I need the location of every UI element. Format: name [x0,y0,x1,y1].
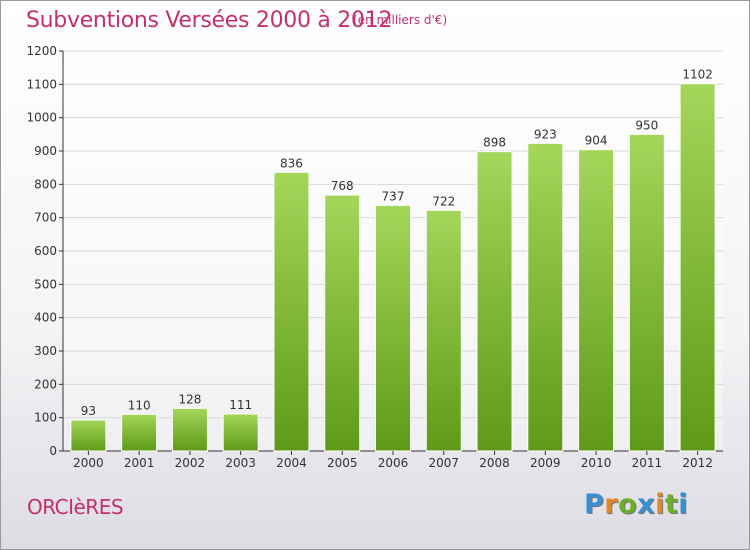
bar-value-label: 836 [280,156,303,170]
bar-value-label: 1102 [682,68,713,82]
bar-value-label: 923 [534,127,557,141]
x-tick-label: 2002 [175,456,206,470]
x-tick-label: 2006 [378,456,409,470]
x-tick-label: 2010 [581,456,612,470]
y-tick-label: 600 [34,244,57,258]
bar-value-label: 768 [331,179,354,193]
y-tick-label: 300 [34,344,57,358]
logo-letter: i [678,489,689,520]
y-tick-label: 500 [34,277,57,291]
bar [628,133,665,452]
x-tick-label: 2005 [327,456,358,470]
bar [679,83,716,452]
bar-value-label: 111 [229,398,252,412]
bar [222,413,259,452]
y-tick-label: 800 [34,177,57,191]
bar-value-label: 128 [178,392,201,406]
bar-value-label: 898 [483,136,506,150]
logo-letter: t [664,489,679,520]
x-tick-label: 2000 [73,456,104,470]
logo-letter: i [655,489,665,520]
chart-title: Subventions Versées 2000 à 2012 [26,8,393,33]
proxiti-logo: Proxiti [584,489,688,520]
bar-value-label: 722 [432,194,455,208]
logo-letter: P [584,489,605,520]
bar [375,204,411,452]
x-tick-label: 2008 [479,456,510,470]
x-tick-label: 2003 [225,456,256,470]
chart-subtitle: (en milliers d'€) [353,13,448,27]
bar [70,419,107,452]
bar-value-label: 950 [635,118,658,132]
bar [527,142,564,452]
bar [578,149,615,452]
bar [171,407,208,452]
bar [425,209,462,452]
y-tick-label: 400 [34,311,57,325]
x-tick-label: 2012 [682,456,713,470]
bar [273,171,310,452]
y-tick-label: 700 [34,211,57,225]
bar [121,413,158,452]
logo-letter: x [637,489,656,520]
x-tick-label: 2011 [632,456,663,470]
y-tick-label: 900 [34,144,57,158]
y-tick-label: 1000 [26,111,57,125]
bar [324,194,361,452]
y-tick-label: 0 [49,444,57,458]
bar-value-label: 110 [128,398,151,412]
logo-letter: o [618,489,638,520]
x-tick-label: 2004 [276,456,307,470]
y-tick-label: 1200 [26,44,57,58]
y-tick-label: 200 [34,377,57,391]
bar-value-label: 93 [81,404,96,418]
x-tick-label: 2009 [530,456,561,470]
y-tick-label: 100 [34,411,57,425]
y-tick-label: 1100 [26,77,57,91]
bar [476,151,513,452]
logo-letter: r [604,489,619,520]
bar-value-label: 737 [382,189,405,203]
commune-name: ORCIèRES [27,495,124,519]
x-tick-label: 2007 [428,456,459,470]
x-tick-label: 2001 [124,456,155,470]
bar-value-label: 904 [585,134,608,148]
